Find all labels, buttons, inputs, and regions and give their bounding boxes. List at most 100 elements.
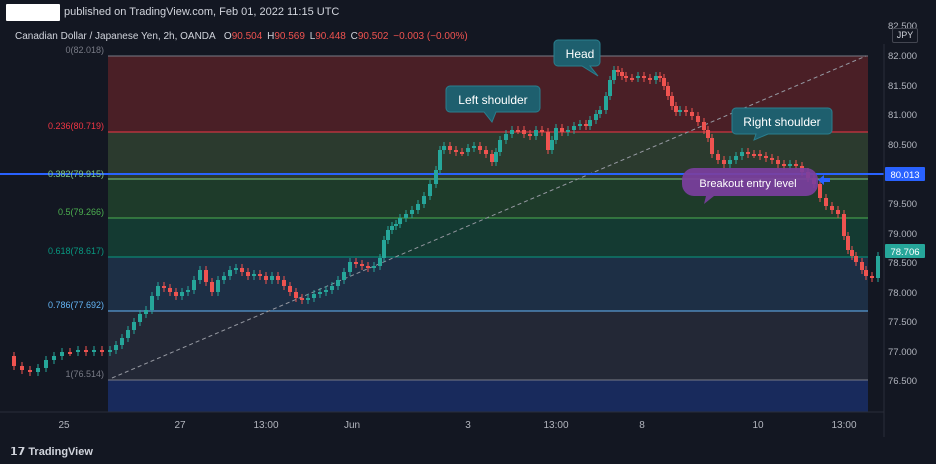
candle-down: [448, 146, 452, 150]
candle-up: [416, 204, 420, 210]
footer: [0, 437, 936, 464]
candle-up: [186, 290, 190, 292]
price-axis[interactable]: 82.500 82.000 81.500 81.000 80.500 79.500 79.0…: [888, 21, 917, 387]
time-tick-label: 13:00: [253, 420, 278, 431]
candle-down: [366, 266, 370, 268]
candle-up: [156, 286, 160, 296]
price-tick-label: 81.000: [888, 110, 917, 121]
candle-down: [354, 262, 358, 264]
candle-up: [386, 230, 390, 240]
candle-down: [516, 130, 520, 132]
candle-down: [684, 110, 688, 112]
candle-down: [670, 96, 674, 106]
candle-down: [28, 370, 32, 372]
candle-up: [390, 226, 394, 230]
candle-up: [336, 280, 340, 286]
price-tick-label: 79.000: [888, 229, 917, 240]
candle-down: [546, 132, 550, 150]
candle-up: [434, 170, 438, 184]
price-tick-label: 81.500: [888, 81, 917, 92]
candle-up: [348, 262, 352, 272]
candle-up: [572, 126, 576, 130]
fib-label-0236: 0.236(80.719): [48, 121, 104, 131]
high-label: H: [267, 31, 275, 42]
callout-right-shoulder[interactable]: Right shoulder: [731, 107, 833, 141]
candle-up: [312, 294, 316, 298]
candle-down: [690, 112, 694, 116]
candle-up: [394, 224, 398, 226]
tv-brand-text: TradingView: [28, 446, 93, 458]
fib-trend-line: [111, 55, 867, 379]
callout-head[interactable]: Head: [553, 39, 601, 77]
candle-down: [776, 160, 780, 164]
time-tick-label: 10: [752, 420, 764, 431]
candle-down: [454, 150, 458, 152]
currency-label[interactable]: JPY: [892, 28, 918, 43]
candle-up: [788, 164, 792, 166]
candle-up: [150, 296, 154, 310]
time-tick-label: 8: [639, 420, 645, 431]
candle-down: [706, 130, 710, 138]
candle-up: [598, 110, 602, 114]
candle-down: [522, 130, 526, 134]
callout-breakout[interactable]: Breakout entry level: [682, 168, 830, 204]
candle-up: [198, 270, 202, 280]
candle-up: [228, 270, 232, 276]
price-tick-label: 77.500: [888, 317, 917, 328]
candle-down: [716, 154, 720, 160]
candle-down: [484, 150, 488, 154]
candle-up: [588, 120, 592, 126]
symbol-name[interactable]: Canadian Dollar / Japanese Yen, 2h, OAND…: [15, 31, 216, 42]
open-label: O: [223, 31, 232, 42]
tv-logo-icon: 𝟭𝟳: [10, 446, 26, 458]
publish-header: published on TradingView.com, Feb 01, 20…: [0, 0, 936, 26]
time-axis[interactable]: 25 27 13:00 Jun 3 13:00 8 10 13:00: [58, 420, 857, 431]
callout-right-shoulder-text: Right shoulder: [743, 115, 820, 129]
candle-up: [324, 290, 328, 292]
fib-zone-below-1: [108, 380, 868, 412]
candle-down: [12, 356, 16, 366]
level-price-badge: [885, 167, 925, 181]
candle-down: [100, 350, 104, 352]
candle-up: [306, 298, 310, 300]
redacted-username: [6, 4, 60, 21]
candle-down: [746, 152, 750, 154]
candle-down: [674, 106, 678, 112]
candle-up: [740, 152, 744, 156]
level-price-text: 80.013: [890, 170, 919, 181]
candle-up: [654, 76, 658, 80]
time-tick-label: 13:00: [543, 420, 568, 431]
tradingview-logo[interactable]: 𝟭𝟳 TradingView: [10, 445, 93, 458]
fib-label-0: 0(82.018): [65, 45, 104, 55]
candle-up: [534, 130, 538, 136]
time-tick-label: 27: [174, 420, 186, 431]
candle-down: [288, 286, 292, 292]
candle-down: [204, 270, 208, 282]
candle-down: [282, 280, 286, 286]
callout-head-text: Head: [566, 47, 595, 61]
candle-up: [494, 152, 498, 162]
candle-up: [636, 76, 640, 78]
close-value: 90.502: [357, 31, 389, 42]
candle-down: [666, 86, 670, 96]
candle-down: [752, 154, 756, 156]
close-label: C: [350, 31, 358, 42]
candle-up: [510, 130, 514, 134]
candle-down: [20, 366, 24, 370]
price-tick-label: 78.000: [888, 288, 917, 299]
candle-up: [410, 210, 414, 214]
candle-down: [696, 116, 700, 122]
candle-down: [258, 274, 262, 276]
candle-down: [824, 198, 828, 206]
candle-down: [662, 78, 666, 86]
candle-down: [300, 298, 304, 300]
candle-down: [782, 164, 786, 166]
candle-down: [846, 236, 850, 250]
callout-left-shoulder[interactable]: Left shoulder: [445, 85, 541, 123]
candle-down: [584, 124, 588, 126]
price-tick-label: 77.000: [888, 347, 917, 358]
price-tick-label: 79.500: [888, 199, 917, 210]
candle-up: [578, 124, 582, 126]
candle-up: [442, 146, 446, 150]
